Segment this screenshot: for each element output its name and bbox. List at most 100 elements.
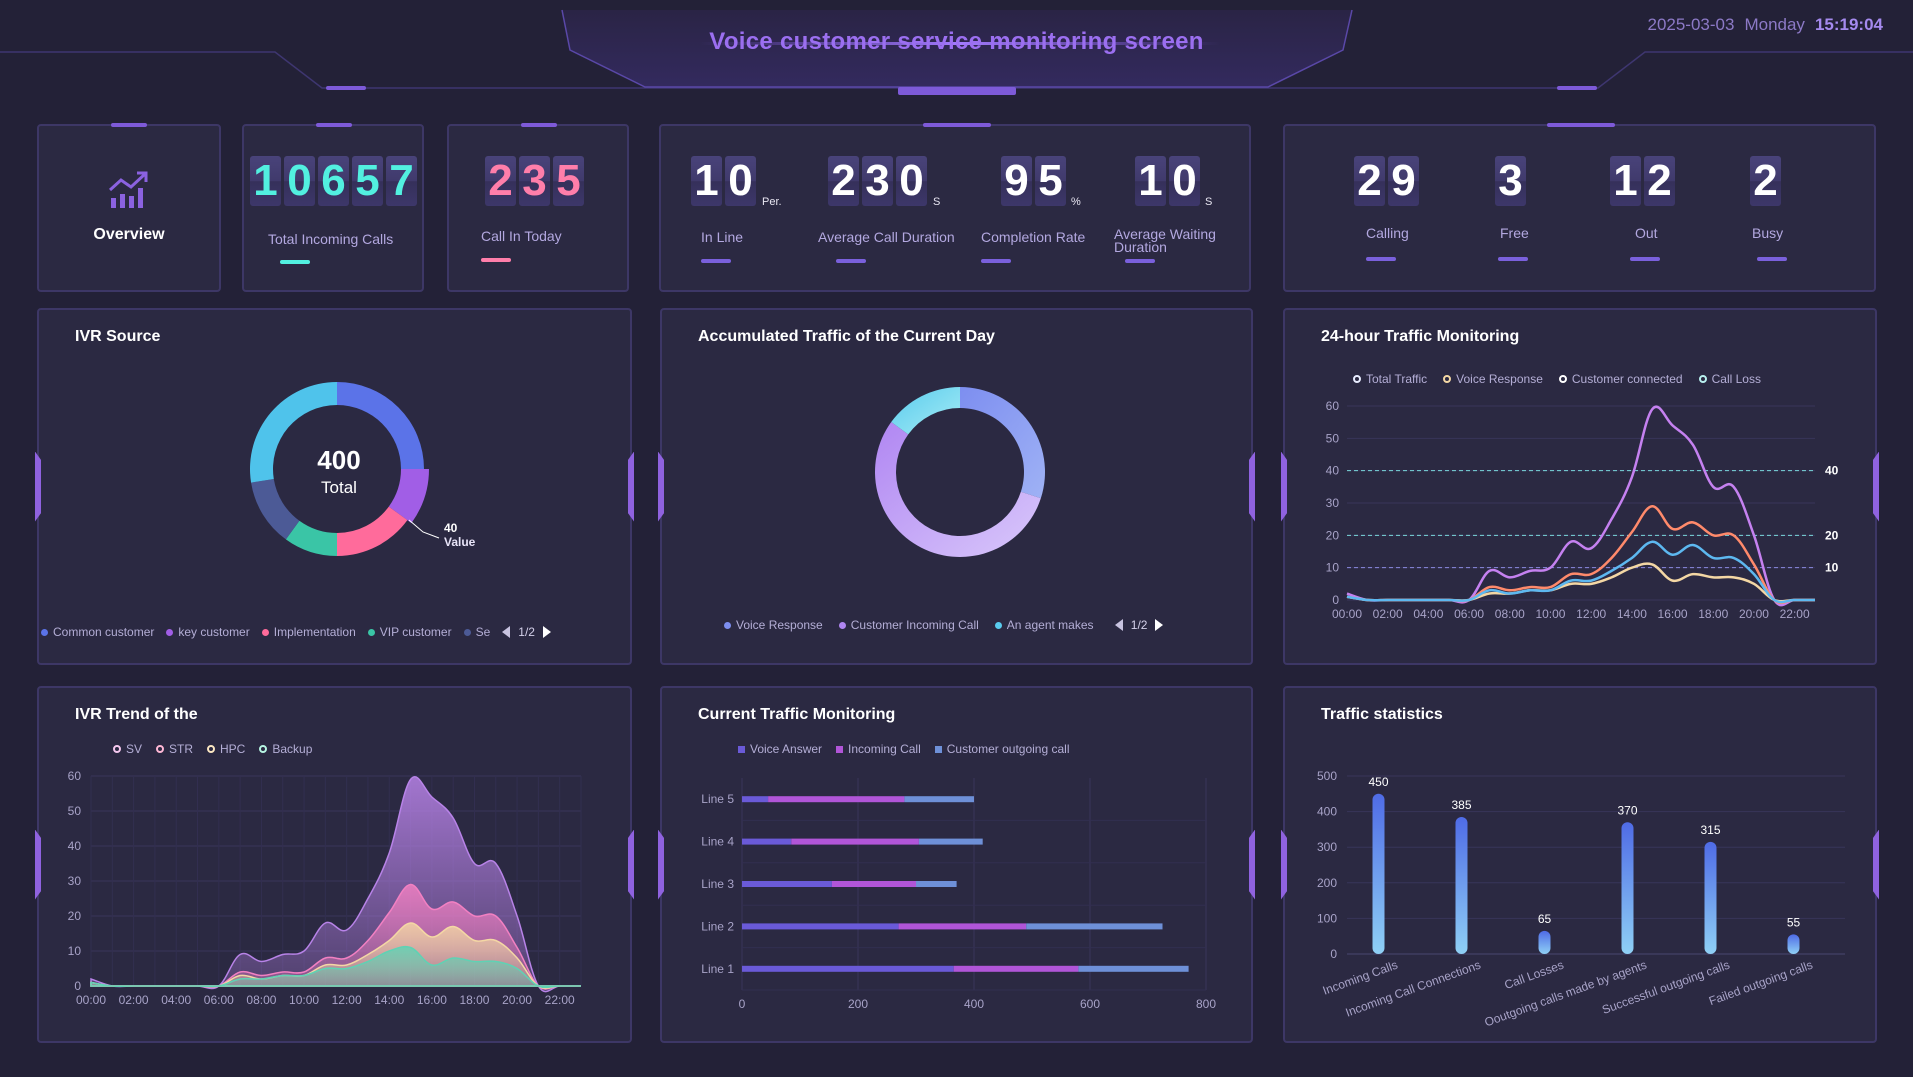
legend-item[interactable]: VIP customer [367, 625, 452, 639]
x-tick-label: 22:00 [545, 993, 575, 1007]
call-in-today-card: 2 3 5 Call In Today [447, 123, 629, 292]
avg-waiting-label-line1: Average Waiting [1114, 226, 1216, 242]
legend-dot [1443, 375, 1452, 383]
legend-item[interactable]: An agent makes [994, 618, 1099, 632]
panel-side-tab [628, 451, 634, 522]
legend-dot [1558, 375, 1567, 383]
x-tick-label: 200 [848, 997, 868, 1011]
accent-bar [1757, 257, 1787, 261]
legend-item[interactable]: Voice Response [1443, 372, 1543, 386]
legend-item[interactable]: Customer connected [1558, 372, 1683, 386]
y-tick-label: Line 2 [701, 919, 734, 933]
panel-side-tab [35, 451, 41, 522]
legend-item[interactable]: Customer outgoing call [934, 742, 1069, 756]
legend-label: Customer connected [1571, 372, 1683, 386]
panel-side-tab [1281, 451, 1287, 522]
legend-item[interactable]: Voice Answer [738, 742, 822, 756]
bar [1621, 822, 1634, 954]
digit: 1 [691, 156, 722, 206]
time-text: 15:19:04 [1814, 15, 1883, 34]
y-tick-label: 0 [1330, 947, 1337, 961]
panel-side-tab [1873, 451, 1879, 522]
legend-item[interactable]: HPC [207, 742, 245, 756]
legend-label: Voice Response [736, 618, 823, 632]
legend-item[interactable]: Se [463, 625, 491, 639]
digit: 5 [1035, 156, 1066, 206]
prev-page-icon[interactable] [1114, 619, 1123, 631]
legend-item[interactable]: STR [156, 742, 193, 756]
x-tick-label: Ooutgoing calls made by agents [1483, 958, 1649, 1030]
bar [1538, 930, 1551, 954]
call-in-today-label: Call In Today [481, 228, 562, 244]
legend-item[interactable]: Implementation [261, 625, 356, 639]
overview-card[interactable]: Overview [37, 123, 221, 292]
legend-label: Common customer [53, 625, 155, 639]
overview-label: Overview [93, 226, 165, 243]
legend-item[interactable]: Backup [259, 742, 312, 756]
busy-label: Busy [1752, 225, 1784, 241]
accumulated-traffic-legend: Voice Response Customer Incoming Call An… [724, 618, 1164, 632]
legend-item[interactable]: Call Loss [1698, 372, 1761, 386]
next-page-icon[interactable] [1155, 619, 1164, 631]
x-tick-label: 22:00 [1780, 607, 1810, 621]
y-tick-label: 50 [1326, 431, 1340, 445]
x-tick-label: 02:00 [119, 993, 149, 1007]
legend-item[interactable]: Customer Incoming Call [838, 618, 979, 632]
accumulated-traffic-title: Accumulated Traffic of the Current Day [698, 328, 995, 345]
legend-item[interactable]: SV [113, 742, 142, 756]
panel-side-tab [1873, 829, 1879, 900]
digit: 5 [553, 156, 584, 206]
current-traffic-panel: Current Traffic Monitoring Voice Answer … [658, 686, 1255, 1043]
legend-label: Backup [272, 742, 313, 756]
next-page-icon[interactable] [542, 626, 551, 638]
data-label: 370 [1617, 803, 1637, 817]
donut-slice [337, 506, 408, 556]
callout-line [408, 519, 440, 539]
x-tick-label: 04:00 [1413, 607, 1443, 621]
legend-item[interactable]: Total Traffic [1353, 372, 1427, 386]
legend-item[interactable]: Incoming Call [836, 742, 921, 756]
legend-label: Se [475, 625, 491, 639]
y-tick-label: Line 5 [701, 792, 734, 806]
x-tick-label: 10:00 [1535, 607, 1565, 621]
bar-segment [791, 838, 919, 845]
panel-side-tab [628, 829, 634, 900]
avg-waiting-label-line2: Duration [1114, 239, 1167, 255]
card-tab [521, 123, 557, 127]
legend-item[interactable]: Voice Response [724, 618, 823, 632]
digit: 1 [250, 156, 281, 206]
x-tick-label: 10:00 [289, 993, 319, 1007]
y-tick-label: 0 [1332, 593, 1339, 607]
legend-swatch [738, 745, 745, 753]
in-line-unit: Per. [762, 196, 782, 208]
y-tick-label: 10 [68, 944, 82, 958]
in-line-label: In Line [701, 229, 744, 245]
legend-dot [463, 628, 471, 636]
y-tick-label: 60 [1326, 399, 1340, 413]
y-tick-label: Line 4 [701, 835, 734, 849]
panel-side-tab [35, 829, 41, 900]
legend-item[interactable]: key customer [166, 625, 250, 639]
legend-dot [1698, 375, 1707, 383]
call-in-today-digits: 2 3 5 [485, 156, 584, 206]
panel-side-tab [1249, 451, 1255, 522]
free-label: Free [1500, 225, 1529, 241]
accent-bar [1630, 257, 1660, 261]
digit: 7 [386, 156, 417, 206]
prev-page-icon[interactable] [502, 626, 511, 638]
y-tick-label: 40 [68, 839, 82, 853]
series-line [1346, 562, 1815, 603]
mark-line-label: 40 [1825, 464, 1839, 478]
x-tick-label: 12:00 [1576, 607, 1606, 621]
current-traffic-legend: Voice Answer Incoming Call Customer outg… [738, 742, 1069, 756]
x-tick-label: 06:00 [204, 993, 234, 1007]
bar [1372, 793, 1385, 954]
y-tick-label: 500 [1317, 769, 1337, 783]
legend-label: HPC [220, 742, 246, 756]
legend-item[interactable]: Common customer [41, 625, 154, 639]
ivr-source-title: IVR Source [75, 328, 161, 345]
digit: 2 [1750, 156, 1781, 206]
digit: 3 [862, 156, 893, 206]
digit: 1 [1135, 156, 1166, 206]
